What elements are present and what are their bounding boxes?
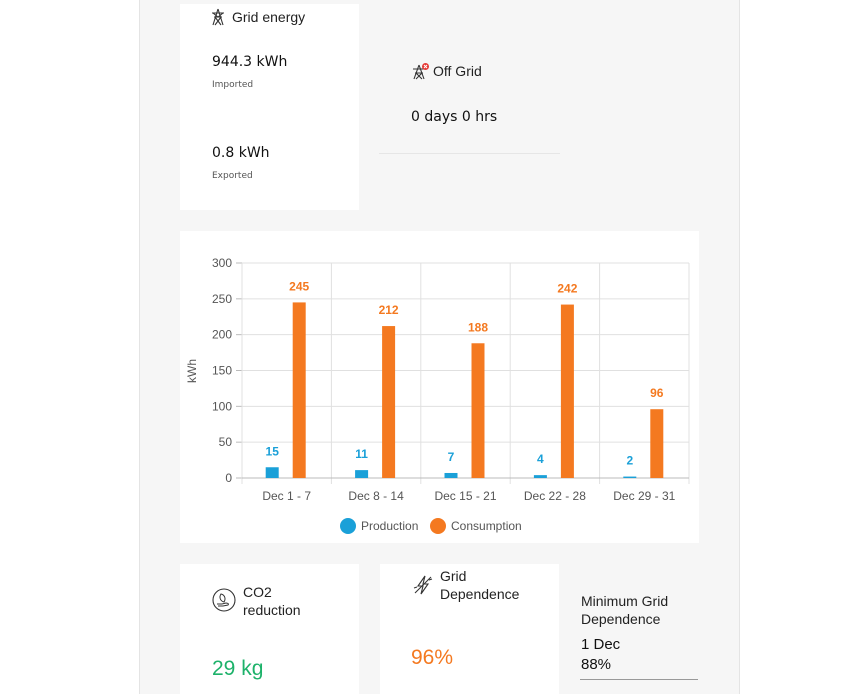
co2-title-line2: reduction xyxy=(243,602,301,618)
x-tick-label: Dec 29 - 31 xyxy=(613,489,675,503)
bar-production[interactable] xyxy=(623,476,637,478)
min-grid-dependence-value: 88% xyxy=(581,656,612,673)
min-grid-dependence-date: 1 Dec xyxy=(581,636,621,653)
y-tick-label: 150 xyxy=(212,364,232,378)
y-tick-label: 50 xyxy=(219,435,233,449)
data-label-consumption: 188 xyxy=(468,320,488,334)
grid-dependence-title-line2: Dependence xyxy=(440,586,520,602)
grid-energy-card: Grid energy 944.3 kWh Imported 0.8 kWh E… xyxy=(180,4,359,210)
legend-label: Consumption xyxy=(451,519,522,533)
data-label-consumption: 96 xyxy=(650,386,664,400)
data-label-consumption: 242 xyxy=(557,282,577,296)
data-label-production: 2 xyxy=(626,454,633,468)
y-tick-label: 250 xyxy=(212,292,232,306)
bar-consumption[interactable] xyxy=(471,343,485,478)
co2-card: CO2 reduction 29 kg xyxy=(180,564,359,694)
dashboard-panel: Grid energy 944.3 kWh Imported 0.8 kWh E… xyxy=(139,0,740,694)
lightning-off-icon xyxy=(412,574,434,601)
x-tick-label: Dec 22 - 28 xyxy=(524,489,586,503)
bar-production[interactable] xyxy=(265,467,279,478)
grid-dependence-value: 96% xyxy=(411,646,454,669)
y-tick-label: 0 xyxy=(225,471,232,485)
bar-consumption[interactable] xyxy=(560,304,574,478)
x-tick-label: Dec 15 - 21 xyxy=(434,489,496,503)
legend-item-consumption[interactable]: Consumption xyxy=(430,518,522,534)
data-label-production: 11 xyxy=(355,447,368,461)
chart-card: 0 50 100 150 200 250 300 Dec 1 - 7 Dec 8 - 14 De… xyxy=(180,231,699,543)
min-grid-divider xyxy=(580,679,698,680)
imported-value: 944.3 kWh xyxy=(212,54,288,70)
min-grid-dependence-section: Minimum Grid Dependence 1 Dec 88% xyxy=(580,564,699,694)
bar-production[interactable] xyxy=(444,472,458,478)
bar-consumption[interactable] xyxy=(382,326,396,478)
imported-label: Imported xyxy=(212,80,254,90)
bar-consumption[interactable] xyxy=(292,302,306,478)
legend-label: Production xyxy=(361,519,418,533)
min-grid-dependence-title-line1: Minimum Grid xyxy=(581,593,669,609)
y-tick-label: 300 xyxy=(212,256,232,270)
grid-energy-title: Grid energy xyxy=(232,9,306,25)
x-tick-label: Dec 1 - 7 xyxy=(262,489,311,503)
y-axis-label: kWh xyxy=(185,359,199,383)
data-label-production: 4 xyxy=(537,452,544,466)
legend-item-production[interactable]: Production xyxy=(340,518,418,534)
consumption-chart: 0 50 100 150 200 250 300 Dec 1 - 7 Dec 8 - 14 De… xyxy=(185,256,690,534)
off-grid-section: Off Grid 0 days 0 hrs xyxy=(379,4,560,156)
grid-dependence-card: Grid Dependence 96% xyxy=(380,564,559,694)
bar-production[interactable] xyxy=(533,475,547,478)
leaf-hand-icon xyxy=(212,588,236,617)
transmission-tower-off-icon xyxy=(412,62,430,85)
bar-production[interactable] xyxy=(355,470,369,478)
data-label-consumption: 245 xyxy=(289,279,309,293)
transmission-tower-icon xyxy=(210,8,226,31)
exported-label: Exported xyxy=(212,171,253,181)
data-label-consumption: 212 xyxy=(379,303,399,317)
exported-value: 0.8 kWh xyxy=(212,145,270,161)
co2-title-line1: CO2 xyxy=(243,584,272,600)
legend-swatch xyxy=(430,518,446,534)
x-tick-label: Dec 8 - 14 xyxy=(348,489,404,503)
y-tick-label: 200 xyxy=(212,328,232,342)
co2-value: 29 kg xyxy=(212,657,264,680)
off-grid-value: 0 days 0 hrs xyxy=(411,109,498,125)
data-label-production: 15 xyxy=(266,444,280,458)
legend-swatch xyxy=(340,518,356,534)
y-tick-label: 100 xyxy=(212,399,232,413)
off-grid-title: Off Grid xyxy=(433,63,482,79)
grid-dependence-title-line1: Grid xyxy=(440,568,467,584)
min-grid-dependence-title-line2: Dependence xyxy=(581,611,661,627)
data-label-production: 7 xyxy=(448,450,455,464)
bar-consumption[interactable] xyxy=(650,409,664,478)
off-grid-divider xyxy=(379,153,560,154)
